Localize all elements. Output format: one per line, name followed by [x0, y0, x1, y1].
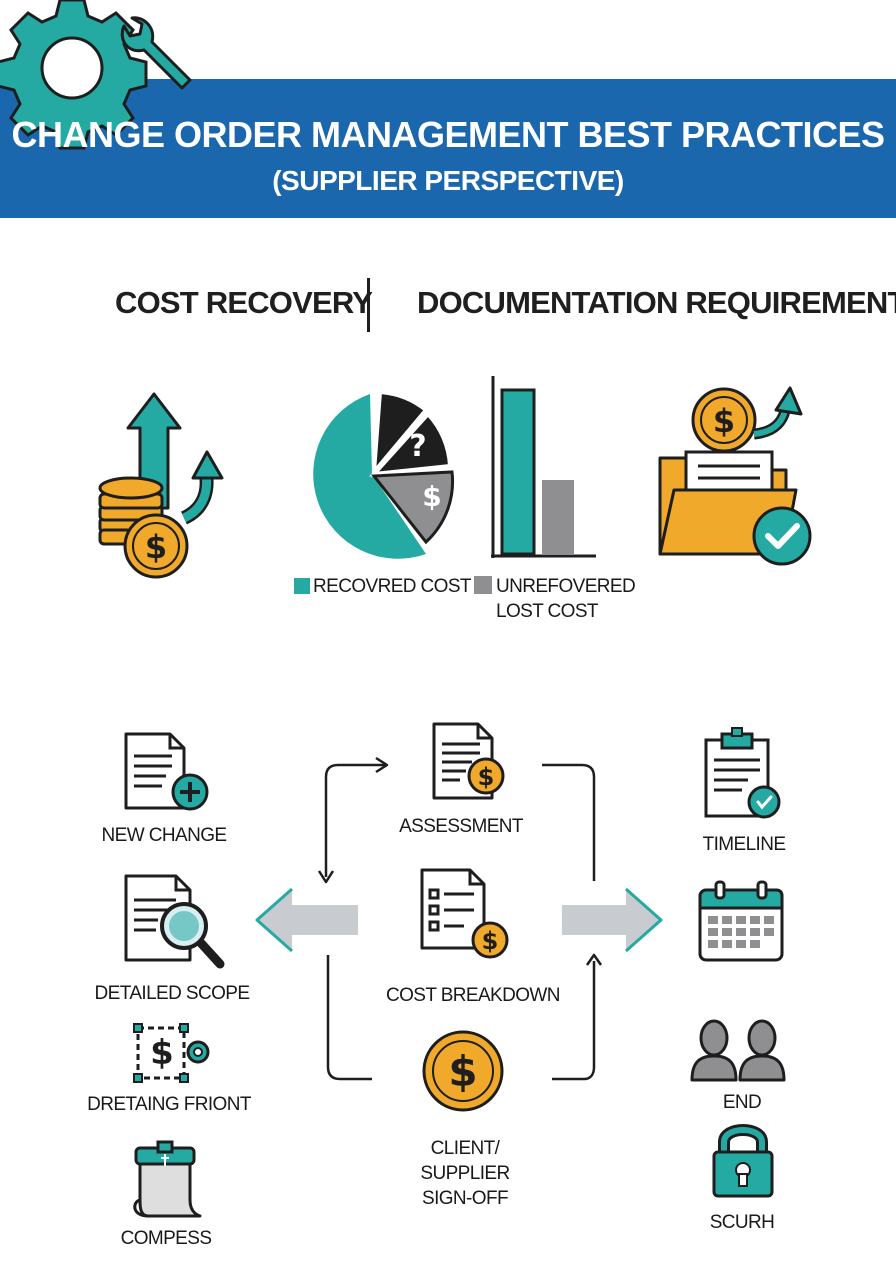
users-icon	[690, 1019, 786, 1082]
label-sign-off-line3: SIGN-OFF	[422, 1188, 509, 1209]
cost-target-icon: $	[133, 1023, 210, 1083]
gear-icon	[0, 0, 148, 150]
right-flow-arrow	[562, 887, 663, 953]
label-compess: COMPESS	[120, 1228, 212, 1249]
label-dretaing-friont: DRETAING FRIONT	[87, 1094, 251, 1115]
svg-text:$: $	[145, 528, 167, 566]
legend-label-lost-cost: LOST COST	[496, 601, 599, 622]
page-title: CHANGE ORDER MANAGEMENT BEST PRACTICES	[11, 114, 885, 155]
legend-swatch-unrecovered	[474, 576, 492, 594]
svg-text:$: $	[478, 763, 495, 791]
coins-growth-icon: $	[98, 392, 224, 579]
svg-text:$: $	[150, 1033, 174, 1073]
calendar-icon	[698, 880, 784, 962]
clipboard-package-icon	[133, 1140, 202, 1218]
section-heading-documentation: DOCUMENTATION REQUIREMENTS	[417, 285, 896, 320]
section-heading-cost-recovery: COST RECOVERY	[115, 285, 373, 320]
wrench-icon	[120, 16, 192, 90]
label-sign-off-line2: SUPPLIER	[420, 1163, 510, 1184]
left-flow-arrow	[255, 887, 358, 953]
legend-swatch-recovered	[294, 578, 310, 594]
label-assessment: ASSESSMENT	[399, 816, 523, 837]
pie-question-mark: ?	[409, 429, 426, 464]
recovery-pie-chart: ? $	[313, 389, 455, 559]
flow-connector-lines	[317, 756, 603, 1081]
label-sign-off-line1: CLIENT/	[430, 1138, 500, 1159]
padlock-icon	[712, 1124, 774, 1198]
label-new-change: NEW CHANGE	[101, 825, 228, 846]
timeline-clipboard-icon	[704, 727, 781, 819]
documentation-folder-icon: $	[658, 386, 812, 566]
legend-label-unrecovered: UNREFOVERED	[496, 576, 636, 597]
legend-label-recovered: RECOVRED COST	[313, 576, 472, 597]
sign-off-coin-icon: $	[422, 1030, 504, 1112]
svg-text:$: $	[482, 927, 499, 955]
new-change-document-icon	[124, 732, 209, 811]
section-divider	[367, 278, 370, 332]
svg-text:$: $	[713, 402, 735, 440]
label-timeline: TIMELINE	[702, 834, 786, 855]
recovery-bar-chart	[491, 376, 596, 558]
label-detailed-scope: DETAILED SCOPE	[94, 983, 251, 1004]
page-subtitle: (SUPPLIER PERSPECTIVE)	[272, 165, 624, 196]
title-banner	[0, 79, 896, 218]
label-cost-breakdown: COST BREAKDOWN	[386, 985, 560, 1006]
detailed-scope-document-icon	[124, 874, 225, 969]
pie-dollar-sign: $	[422, 480, 441, 513]
svg-text:$: $	[448, 1047, 477, 1096]
cost-breakdown-document-icon: $	[420, 868, 509, 959]
label-scurh: SCURH	[709, 1212, 775, 1233]
assessment-document-icon: $	[432, 722, 505, 800]
label-end: END	[722, 1092, 762, 1113]
